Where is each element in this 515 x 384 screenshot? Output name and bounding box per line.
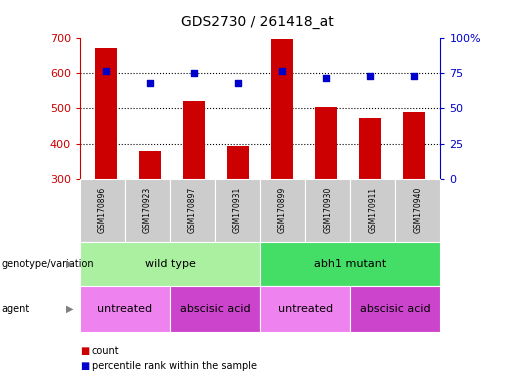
Text: ▶: ▶ (66, 259, 73, 269)
Point (190, 70, 198, 76)
Point (102, 68, 110, 74)
Text: wild type: wild type (145, 259, 195, 269)
Text: ■: ■ (80, 346, 89, 356)
Text: agent: agent (1, 304, 29, 314)
Bar (403, 113, 425, 179)
Bar (183, 101, 205, 179)
Text: untreated: untreated (278, 304, 333, 314)
Text: abscisic acid: abscisic acid (360, 304, 431, 314)
Bar (315, 108, 337, 179)
Point (410, 73, 418, 79)
Text: GSM170896: GSM170896 (98, 187, 107, 233)
Text: GSM170899: GSM170899 (278, 187, 287, 233)
Text: count: count (92, 346, 119, 356)
Text: abh1 mutant: abh1 mutant (314, 259, 386, 269)
Text: GSM170930: GSM170930 (323, 187, 332, 233)
Bar (227, 146, 249, 179)
Text: GSM170923: GSM170923 (143, 187, 152, 233)
Text: GSM170940: GSM170940 (414, 187, 422, 233)
Text: GSM170931: GSM170931 (233, 187, 242, 233)
Text: abscisic acid: abscisic acid (180, 304, 250, 314)
Point (146, 80, 154, 86)
Text: genotype/variation: genotype/variation (1, 259, 94, 269)
Bar (359, 118, 381, 179)
Text: percentile rank within the sample: percentile rank within the sample (92, 361, 256, 371)
Bar (271, 39, 293, 179)
Bar (139, 151, 161, 179)
Text: untreated: untreated (97, 304, 152, 314)
Text: GSM170911: GSM170911 (368, 187, 377, 233)
Point (322, 74, 330, 81)
Text: ■: ■ (80, 361, 89, 371)
Text: GDS2730 / 261418_at: GDS2730 / 261418_at (181, 15, 334, 29)
Point (366, 73, 374, 79)
Point (278, 68, 286, 74)
Text: GSM170897: GSM170897 (188, 187, 197, 233)
Point (234, 80, 242, 86)
Text: ▶: ▶ (66, 304, 73, 314)
Bar (95, 48, 117, 179)
